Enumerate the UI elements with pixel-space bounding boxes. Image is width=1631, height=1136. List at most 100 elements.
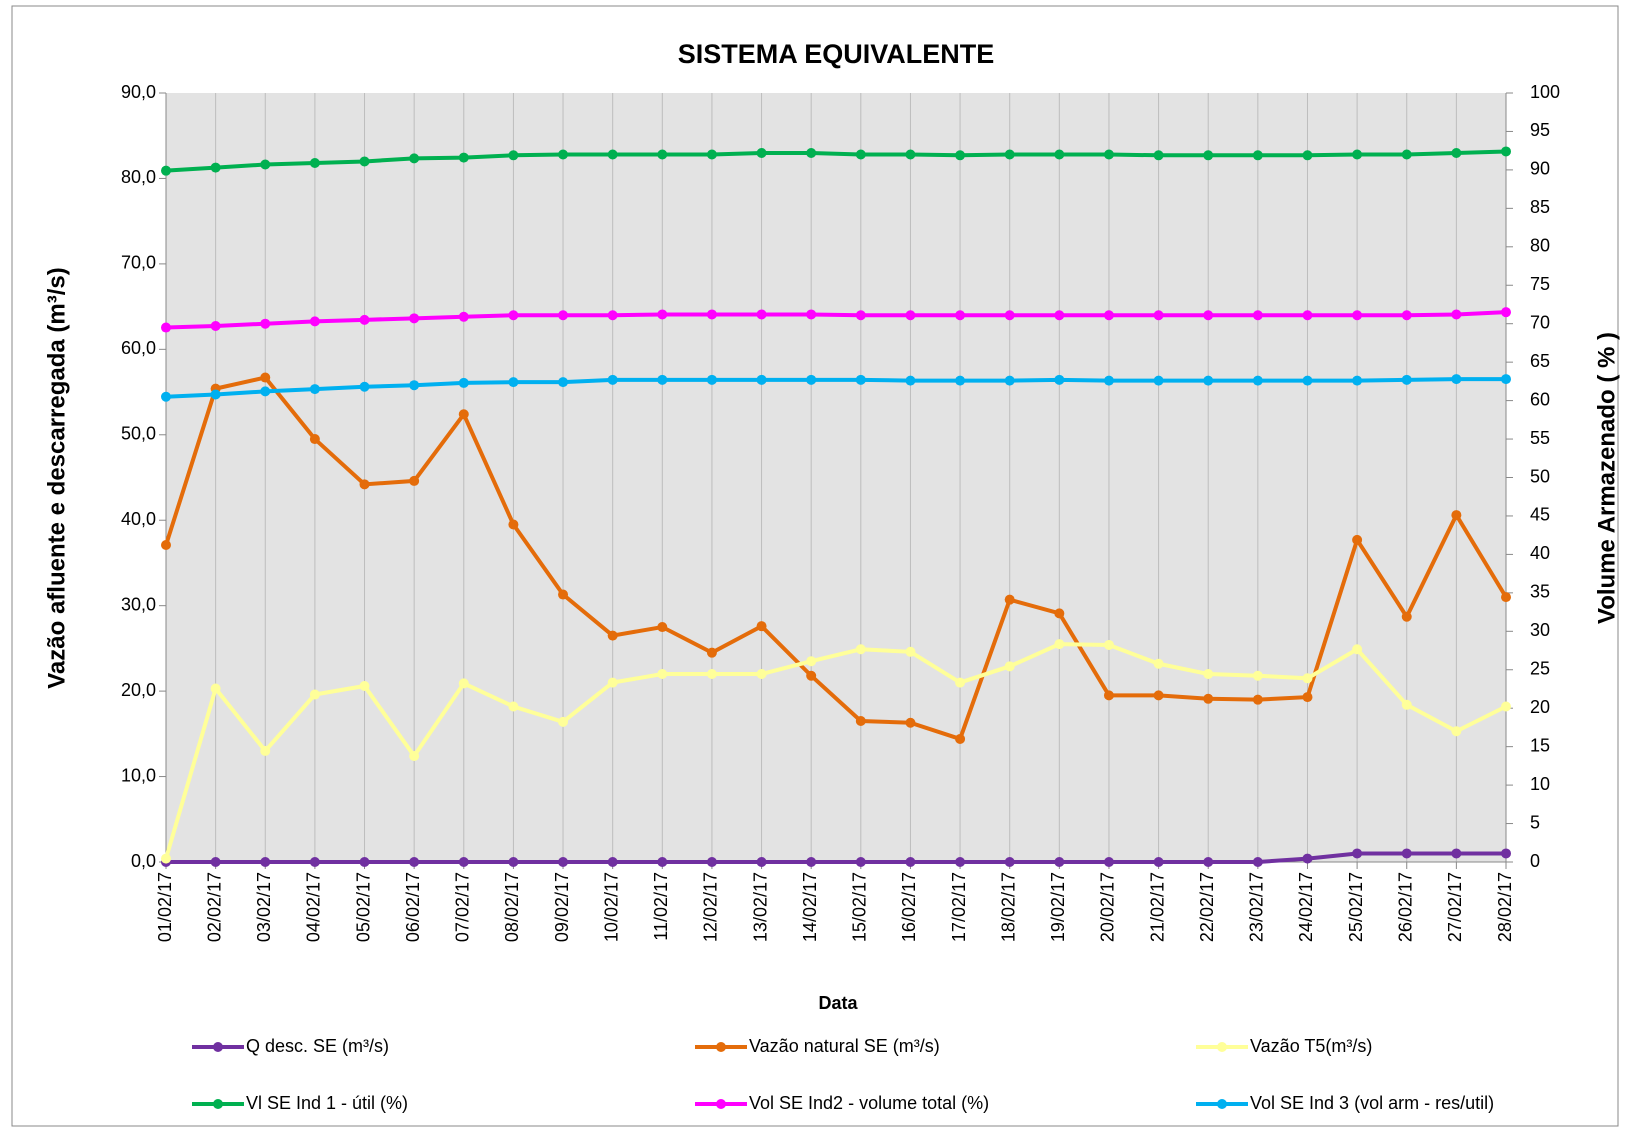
data-point	[558, 857, 569, 867]
x-tick-label: 06/02/17	[403, 872, 423, 942]
legend-label: Vol SE Ind2 - volume total (%)	[749, 1093, 989, 1113]
data-point	[1153, 375, 1164, 386]
y2-tick-label: 30	[1530, 620, 1550, 640]
y2-axis-title: Volume Armazenado ( % )	[1593, 332, 1620, 624]
y2-tick-label: 95	[1530, 120, 1550, 140]
x-tick-label: 20/02/17	[1098, 872, 1118, 942]
data-point	[855, 857, 866, 867]
data-point	[607, 857, 618, 867]
data-point	[309, 434, 320, 445]
y-tick-label: 20,0	[121, 680, 156, 700]
legend-marker	[213, 1099, 223, 1109]
series-line	[165, 310, 1507, 330]
data-point	[905, 149, 916, 160]
data-point	[508, 701, 519, 712]
y2-tick-label: 40	[1530, 543, 1550, 563]
legend-marker	[716, 1042, 726, 1052]
data-point	[1004, 149, 1015, 160]
data-point	[359, 857, 370, 867]
data-point	[806, 857, 817, 867]
y2-tick-label: 10	[1530, 774, 1550, 794]
data-point	[657, 374, 668, 385]
x-tick-label: 18/02/17	[998, 872, 1018, 942]
data-point	[1401, 611, 1412, 622]
data-point	[756, 309, 767, 320]
data-point	[1302, 310, 1313, 321]
data-point	[1203, 150, 1214, 161]
x-tick-label: 14/02/17	[800, 872, 820, 942]
data-point	[1103, 375, 1114, 386]
x-tick-label: 12/02/17	[701, 872, 721, 942]
legend-marker	[716, 1099, 726, 1109]
data-point	[161, 165, 171, 176]
data-point	[1103, 690, 1114, 701]
data-point	[1451, 510, 1462, 521]
data-point	[409, 857, 420, 867]
data-point	[955, 677, 966, 688]
data-point	[1451, 147, 1462, 158]
data-point	[161, 391, 171, 402]
data-point	[1501, 592, 1511, 603]
y-tick-label: 0,0	[131, 851, 156, 871]
x-tick-label: 17/02/17	[949, 872, 969, 942]
data-point	[210, 683, 221, 694]
data-point	[1501, 146, 1511, 157]
data-point	[210, 857, 221, 867]
y2-tick-label: 85	[1530, 197, 1550, 217]
data-point	[1004, 310, 1015, 321]
data-point	[1352, 534, 1363, 545]
data-point	[1103, 857, 1114, 867]
data-point	[558, 310, 569, 321]
legend-label: Q desc. SE (m³/s)	[246, 1036, 389, 1056]
y-tick-label: 60,0	[121, 338, 156, 358]
data-point	[558, 377, 569, 388]
y2-tick-label: 45	[1530, 505, 1550, 525]
data-point	[161, 322, 171, 333]
data-point	[855, 310, 866, 321]
x-tick-label: 03/02/17	[254, 872, 274, 942]
data-point	[1252, 694, 1263, 705]
data-point	[1004, 375, 1015, 386]
data-point	[1054, 374, 1065, 385]
data-point	[508, 519, 519, 530]
data-point	[607, 677, 618, 688]
data-point	[607, 374, 618, 385]
data-point	[1153, 310, 1164, 321]
y2-tick-label: 90	[1530, 159, 1550, 179]
data-point	[409, 751, 420, 762]
data-point	[359, 680, 370, 691]
data-point	[955, 310, 966, 321]
data-point	[508, 310, 519, 321]
plot-area	[166, 93, 1506, 862]
data-point	[1302, 853, 1313, 864]
legend-label: Vl SE Ind 1 - útil (%)	[246, 1093, 408, 1113]
data-point	[905, 646, 916, 657]
data-point	[309, 857, 320, 867]
data-point	[1352, 375, 1363, 386]
data-point	[806, 309, 817, 320]
legend-label: Vol SE Ind 3 (vol arm - res/util)	[1250, 1093, 1494, 1113]
data-point	[1302, 673, 1313, 684]
data-point	[1302, 375, 1313, 386]
data-point	[359, 156, 370, 167]
y2-tick-label: 15	[1530, 735, 1550, 755]
data-point	[359, 479, 370, 490]
data-point	[260, 857, 271, 867]
y-axis-title: Vazão afluente e descarregada (m³/s)	[43, 267, 70, 689]
x-tick-label: 25/02/17	[1346, 872, 1366, 942]
data-point	[1252, 857, 1263, 867]
x-axis-title: Data	[818, 993, 858, 1013]
data-point	[458, 409, 469, 420]
data-point	[1352, 848, 1363, 859]
data-point	[1004, 661, 1015, 672]
data-point	[1054, 608, 1065, 619]
data-point	[855, 374, 866, 385]
y-tick-label: 10,0	[121, 765, 156, 785]
data-point	[756, 857, 767, 867]
data-point	[955, 150, 966, 161]
data-point	[1501, 374, 1511, 385]
data-point	[260, 386, 271, 397]
data-point	[706, 647, 717, 658]
data-point	[1451, 848, 1462, 859]
